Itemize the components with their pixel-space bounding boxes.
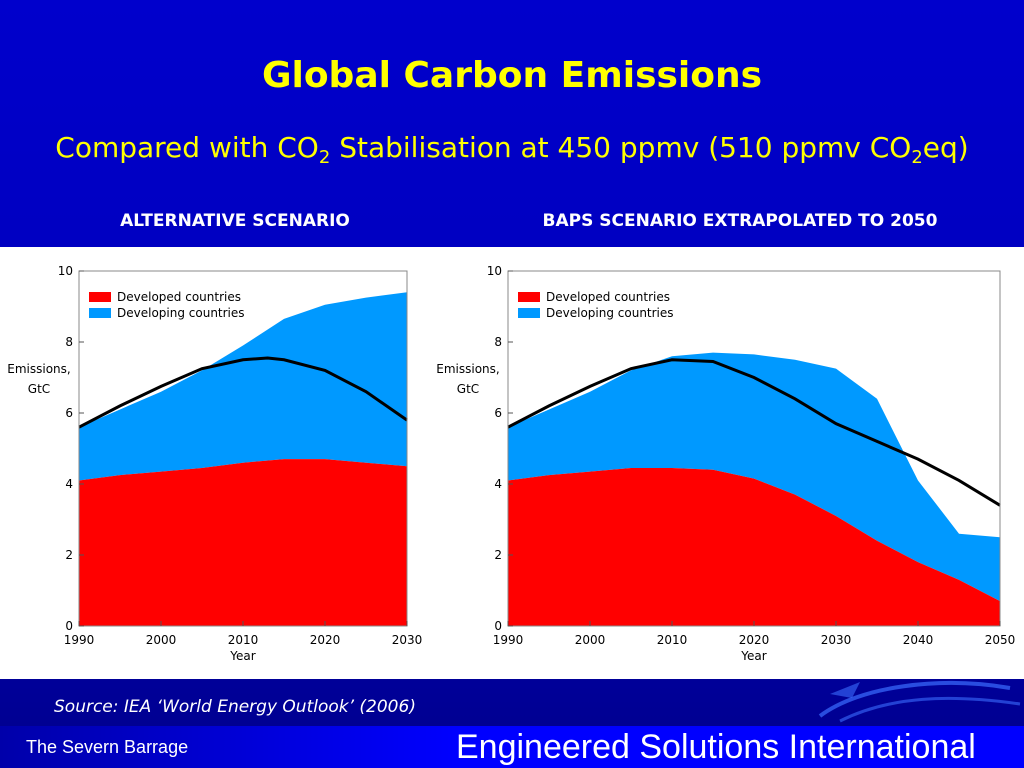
y-tick-label: 0 [65,619,73,633]
left-emissions-chart: 1990 2000 2010 2020 2030 0 2 4 6 8 10 Emissions, GtC… [7,264,423,663]
x-tick-label: 2010 [657,633,688,647]
x-axis-label: Year [740,649,766,663]
x-tick-label: 2030 [392,633,423,647]
y-tick-label: 10 [58,264,73,278]
stabilisation-450ppmv-line [507,358,1001,507]
y-axis-label: Emissions, [436,362,499,376]
legend-label: Developed countries [546,290,670,304]
area-developing-countries [79,292,407,481]
x-tick-label: 2010 [228,633,259,647]
x-tick-label: 2050 [985,633,1016,647]
left-chart-panel: 1990 2000 2010 2020 2030 0 2 4 6 8 10 Emissions, GtC… [0,247,428,679]
area-developing-countries [508,352,1000,602]
legend-label: Developing countries [117,306,245,320]
x-tick-label: 2020 [739,633,770,647]
x-tick-label: 1990 [64,633,95,647]
y-axis-label: Emissions, [7,362,70,376]
subtitle-subscript: 2 [911,147,923,168]
y-tick-label: 2 [494,548,502,562]
y-axis-label-unit: GtC [457,382,479,396]
subtitle-part: Stabilisation at 450 ppmv (510 ppmv CO [330,131,912,164]
legend-label: Developing countries [546,306,674,320]
y-tick-label: 2 [65,548,73,562]
y-tick-label: 8 [494,335,502,349]
area-developed-countries [79,459,407,626]
slide-subtitle: Compared with CO2 Stabilisation at 450 p… [0,128,1024,168]
legend-swatch [89,308,111,318]
y-tick-label: 4 [494,477,502,491]
right-emissions-chart: 1990 2000 2010 2020 2030 2040 2050 0 2 4 6 8 10 Emiss… [436,264,1016,663]
y-tick-label: 6 [65,406,73,420]
y-tick-label: 10 [487,264,502,278]
x-tick-label: 2020 [310,633,341,647]
stabilisation-450ppmv-line [78,356,408,429]
footer-company-name: Engineered Solutions International [456,728,976,766]
x-tick-label: 2000 [575,633,606,647]
x-tick-label: 2000 [146,633,177,647]
source-note: Source: IEA ‘World Energy Outlook’ (2006… [54,697,416,717]
footer-bar: The Severn Barrage Engineered Solutions … [0,726,1024,768]
y-tick-label: 8 [65,335,73,349]
y-tick-label: 0 [494,619,502,633]
x-axis-label: Year [229,649,255,663]
subtitle-part: Compared with CO [55,131,319,164]
y-tick-label: 6 [494,406,502,420]
legend-swatch [89,292,111,302]
company-logo-swoosh [818,681,1021,723]
subtitle-part: eq) [922,131,969,164]
legend-swatch [518,292,540,302]
right-chart-heading: BAPS SCENARIO EXTRAPOLATED TO 2050 [542,211,938,231]
right-chart-panel: 1990 2000 2010 2020 2030 2040 2050 0 2 4 6 8 10 Emiss… [428,247,1024,679]
slide-title: Global Carbon Emissions [261,55,763,96]
x-tick-label: 1990 [493,633,524,647]
footer-presentation-title: The Severn Barrage [26,737,189,757]
left-chart-heading: ALTERNATIVE SCENARIO [120,211,350,231]
legend-label: Developed countries [117,290,241,304]
area-developed-countries [508,468,1000,626]
y-tick-label: 4 [65,477,73,491]
y-axis-label-unit: GtC [28,382,50,396]
subtitle-subscript: 2 [318,147,331,168]
x-tick-label: 2040 [903,633,934,647]
x-tick-label: 2030 [821,633,852,647]
legend-swatch [518,308,540,318]
